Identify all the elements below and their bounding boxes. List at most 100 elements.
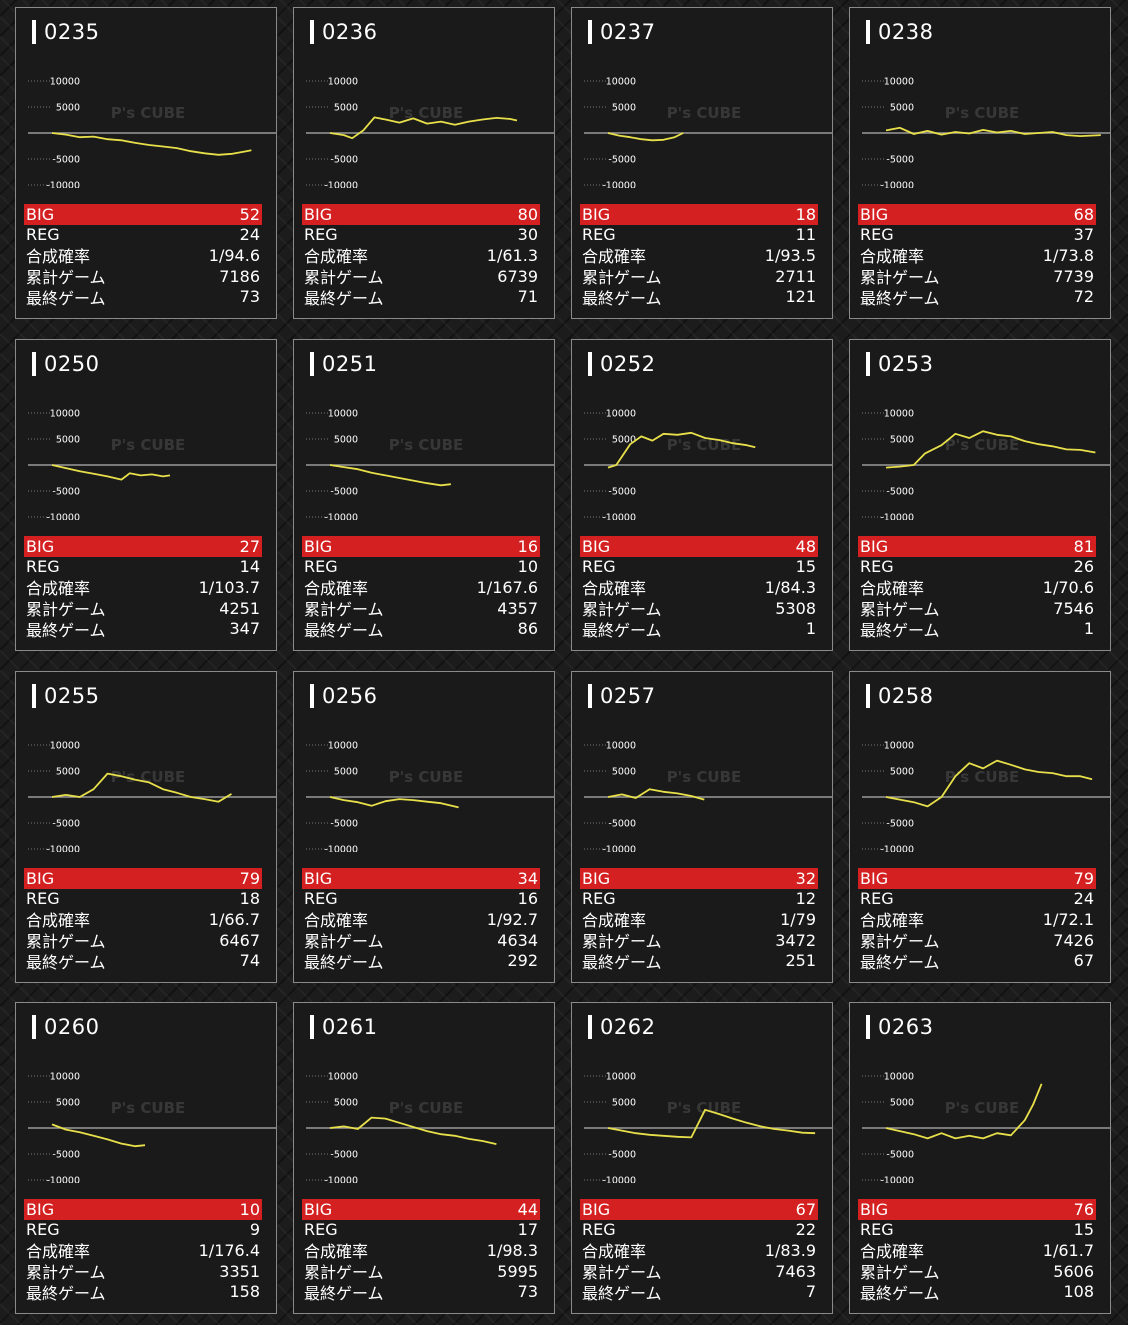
machine-card-0258[interactable]: 0258 10000 5000 -5000 -10000 P's CUBE BIG 79… (849, 671, 1111, 983)
machine-card-0250[interactable]: 0250 10000 5000 -5000 -10000 P's CUBE BIG 27… (15, 339, 277, 651)
machine-card-0255[interactable]: 0255 10000 5000 -5000 -10000 P's CUBE BIG 79… (15, 671, 277, 983)
axis-label-3: -10000 (324, 181, 358, 189)
machine-card-0260[interactable]: 0260 10000 5000 -5000 -10000 P's CUBE BIG 10… (15, 1002, 277, 1314)
last-game: 158 (229, 1282, 260, 1302)
reg-count: 15 (1073, 1220, 1094, 1240)
slump-graph: 10000 5000 -5000 -10000 P's CUBE (306, 77, 554, 189)
last-game: 108 (1063, 1282, 1094, 1302)
axis-label-3: -10000 (46, 845, 80, 853)
machine-card-0257[interactable]: 0257 10000 5000 -5000 -10000 P's CUBE BIG 32… (571, 671, 833, 983)
big-label: BIG (860, 868, 889, 888)
total-games-label: 累計ゲーム (582, 600, 662, 620)
big-label: BIG (26, 204, 55, 224)
total-games-label: 累計ゲーム (26, 1263, 106, 1283)
big-count: 79 (1073, 868, 1094, 888)
machine-card-0253[interactable]: 0253 10000 5000 -5000 -10000 P's CUBE BIG 81… (849, 339, 1111, 651)
machine-card-0236[interactable]: 0236 10000 5000 -5000 -10000 P's CUBE BIG 80… (293, 7, 555, 319)
machine-card-0235[interactable]: 0235 10000 5000 -5000 -10000 P's CUBE BIG 52… (15, 7, 277, 319)
stats-table: BIG 48 REG 15 合成確率 1/84.3 累計ゲーム 5308 最終ゲ… (580, 536, 818, 640)
axis-label-3: -10000 (880, 513, 914, 521)
last-game: 73 (517, 1282, 538, 1302)
axis-label-0: 10000 (50, 741, 80, 752)
stat-row-rate: 合成確率 1/79 (580, 909, 818, 931)
stat-row-total-games: 累計ゲーム 5606 (858, 1261, 1096, 1283)
machine-number: 0260 (44, 1015, 100, 1039)
reg-label: REG (26, 889, 60, 909)
big-count: 18 (795, 204, 816, 224)
card-header: 0261 (310, 1015, 377, 1039)
stat-row-reg: REG 9 (24, 1220, 262, 1241)
axis-label-2: -5000 (886, 1150, 914, 1161)
big-label: BIG (582, 536, 611, 556)
reg-label: REG (304, 557, 338, 577)
combined-rate: 1/92.7 (486, 909, 538, 929)
machine-card-0262[interactable]: 0262 10000 5000 -5000 -10000 P's CUBE BIG 67… (571, 1002, 833, 1314)
machine-card-0238[interactable]: 0238 10000 5000 -5000 -10000 P's CUBE BIG 68… (849, 7, 1111, 319)
big-count: 48 (795, 536, 816, 556)
title-accent-bar (866, 684, 870, 708)
axis-label-0: 10000 (50, 1072, 80, 1083)
rate-label: 合成確率 (860, 247, 925, 267)
machine-card-0237[interactable]: 0237 10000 5000 -5000 -10000 P's CUBE BIG 18… (571, 7, 833, 319)
reg-label: REG (304, 889, 338, 909)
axis-label-1: 5000 (56, 435, 80, 446)
machine-number: 0252 (600, 352, 656, 376)
machine-card-0252[interactable]: 0252 10000 5000 -5000 -10000 P's CUBE BIG 48… (571, 339, 833, 651)
axis-label-1: 5000 (890, 1098, 914, 1109)
slump-line (607, 788, 705, 801)
slump-line (885, 430, 1096, 469)
combined-rate: 1/72.1 (1042, 909, 1094, 929)
stat-row-total-games: 累計ゲーム 7186 (24, 266, 262, 288)
slump-line (885, 126, 1101, 137)
reg-count: 24 (1073, 889, 1094, 909)
stat-row-rate: 合成確率 1/61.3 (302, 245, 540, 267)
machine-card-0261[interactable]: 0261 10000 5000 -5000 -10000 P's CUBE BIG 44… (293, 1002, 555, 1314)
machine-card-0256[interactable]: 0256 10000 5000 -5000 -10000 P's CUBE BIG 34… (293, 671, 555, 983)
stat-row-total-games: 累計ゲーム 7426 (858, 930, 1096, 952)
axis-label-3: -10000 (602, 181, 636, 189)
axis-label-1: 5000 (890, 767, 914, 778)
stat-row-last-game: 最終ゲーム 67 (858, 950, 1096, 972)
stats-table: BIG 68 REG 37 合成確率 1/73.8 累計ゲーム 7739 最終ゲ… (858, 204, 1096, 308)
big-label: BIG (860, 204, 889, 224)
machine-number: 0250 (44, 352, 100, 376)
total-games-label: 累計ゲーム (26, 268, 106, 288)
card-header: 0237 (588, 20, 655, 44)
slump-line (885, 759, 1093, 808)
axis-label-3: -10000 (880, 181, 914, 189)
slump-line (607, 1108, 816, 1139)
machine-card-0263[interactable]: 0263 10000 5000 -5000 -10000 P's CUBE BIG 76… (849, 1002, 1111, 1314)
stat-row-reg: REG 17 (302, 1220, 540, 1241)
stat-row-last-game: 最終ゲーム 7 (580, 1281, 818, 1303)
axis-label-2: -5000 (330, 487, 358, 498)
total-games: 7186 (219, 266, 260, 286)
machine-number: 0238 (878, 20, 934, 44)
combined-rate: 1/79 (780, 909, 816, 929)
stat-row-reg: REG 24 (858, 889, 1096, 910)
reg-label: REG (26, 225, 60, 245)
total-games-label: 累計ゲーム (860, 600, 940, 620)
last-game-label: 最終ゲーム (304, 288, 384, 308)
axis-label-2: -5000 (52, 487, 80, 498)
stat-row-big: BIG 76 (858, 1199, 1096, 1220)
rate-label: 合成確率 (26, 579, 91, 599)
last-game: 72 (1073, 287, 1094, 307)
stats-table: BIG 44 REG 17 合成確率 1/98.3 累計ゲーム 5995 最終ゲ… (302, 1199, 540, 1303)
machine-number: 0255 (44, 684, 100, 708)
last-game-label: 最終ゲーム (582, 952, 662, 972)
big-count: 10 (239, 1199, 260, 1219)
stat-row-reg: REG 14 (24, 557, 262, 578)
machine-card-0251[interactable]: 0251 10000 5000 -5000 -10000 P's CUBE BIG 16… (293, 339, 555, 651)
stat-row-total-games: 累計ゲーム 7739 (858, 266, 1096, 288)
watermark-logo: P's CUBE (667, 436, 742, 454)
stats-table: BIG 67 REG 22 合成確率 1/83.9 累計ゲーム 7463 最終ゲ… (580, 1199, 818, 1303)
title-accent-bar (32, 20, 36, 44)
stat-row-rate: 合成確率 1/103.7 (24, 577, 262, 599)
card-header: 0256 (310, 684, 377, 708)
total-games: 7546 (1053, 598, 1094, 618)
stat-row-big: BIG 52 (24, 204, 262, 225)
stat-row-last-game: 最終ゲーム 158 (24, 1281, 262, 1303)
combined-rate: 1/93.5 (764, 245, 816, 265)
big-label: BIG (26, 536, 55, 556)
stat-row-big: BIG 67 (580, 1199, 818, 1220)
